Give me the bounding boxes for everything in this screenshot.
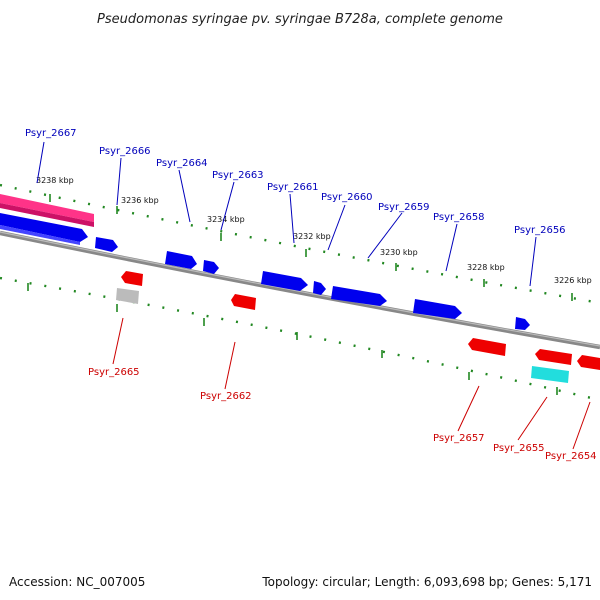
reverse-gene[interactable] — [121, 271, 143, 286]
reverse-gene[interactable] — [468, 338, 506, 356]
label-leader — [116, 157, 122, 206]
reverse-gene[interactable] — [231, 294, 256, 310]
gene-label-psyr-2657[interactable]: Psyr_2657 — [433, 433, 485, 444]
gene-label-psyr-2666[interactable]: Psyr_2666 — [99, 146, 151, 157]
forward-gene[interactable] — [261, 271, 308, 291]
ruler-label: 3236 kbp — [121, 196, 159, 205]
gene-label-psyr-2663[interactable]: Psyr_2663 — [212, 170, 264, 181]
label-leader — [178, 169, 191, 223]
gene-label-psyr-2655[interactable]: Psyr_2655 — [493, 443, 545, 454]
reverse-gene[interactable] — [577, 355, 600, 370]
label-leader — [327, 204, 346, 251]
label-leader — [224, 341, 236, 390]
inner-ruler — [0, 276, 600, 402]
accession-text: Accession: NC_007005 — [9, 575, 145, 589]
gene-label-psyr-2664[interactable]: Psyr_2664 — [156, 158, 208, 169]
forward-gene[interactable] — [331, 286, 387, 306]
forward-gene-track — [0, 213, 530, 330]
label-leader — [457, 385, 480, 432]
ruler-label: 3238 kbp — [36, 176, 74, 185]
label-leader — [445, 223, 458, 272]
genome-summary-text: Topology: circular; Length: 6,093,698 bp… — [261, 575, 592, 589]
gene-label-psyr-2654[interactable]: Psyr_2654 — [545, 451, 597, 462]
ruler-label: 3230 kbp — [380, 248, 418, 257]
outer-ruler — [0, 183, 600, 305]
genome-backbone — [0, 230, 600, 350]
forward-gene[interactable] — [0, 213, 88, 245]
label-leader — [36, 141, 45, 184]
reverse-gene-labels: Psyr_2665 Psyr_2662 Psyr_2657 Psyr_2655 … — [88, 317, 597, 462]
forward-gene[interactable] — [165, 251, 197, 269]
ruler-label: 3232 kbp — [293, 232, 331, 241]
gene-label-psyr-2659[interactable]: Psyr_2659 — [378, 202, 430, 213]
forward-gene[interactable] — [313, 281, 326, 295]
label-leader — [289, 193, 295, 244]
gene-label-psyr-2665[interactable]: Psyr_2665 — [88, 367, 140, 378]
forward-gene-labels: Psyr_2667 Psyr_2666 Psyr_2664 Psyr_2663 … — [25, 128, 566, 287]
gene-label-psyr-2658[interactable]: Psyr_2658 — [433, 212, 485, 223]
ruler-label: 3228 kbp — [467, 263, 505, 272]
map-title: Pseudomonas syringae pv. syringae B728a,… — [97, 12, 503, 27]
reverse-gene-track — [121, 271, 600, 370]
forward-gene[interactable] — [413, 299, 462, 319]
gene-label-psyr-2667[interactable]: Psyr_2667 — [25, 128, 77, 139]
label-leader — [572, 401, 591, 450]
forward-gene[interactable] — [515, 317, 530, 330]
label-leader — [367, 212, 403, 259]
gene-label-psyr-2660[interactable]: Psyr_2660 — [321, 192, 373, 203]
gene-label-psyr-2656[interactable]: Psyr_2656 — [514, 225, 566, 236]
highlight-gene[interactable] — [0, 194, 94, 227]
forward-gene[interactable] — [203, 260, 219, 274]
genome-backbone-highlight — [0, 231, 600, 347]
ruler-label: 3234 kbp — [207, 215, 245, 224]
label-leader — [529, 236, 537, 287]
label-leader — [220, 181, 235, 231]
forward-gene[interactable] — [95, 237, 118, 252]
gene-label-psyr-2662[interactable]: Psyr_2662 — [200, 391, 252, 402]
rna-gene[interactable] — [531, 366, 569, 383]
label-leader — [517, 396, 548, 441]
gene-label-psyr-2661[interactable]: Psyr_2661 — [267, 182, 319, 193]
pseudo-gene[interactable] — [116, 288, 139, 304]
reverse-gene[interactable] — [535, 349, 572, 365]
label-leader — [112, 317, 124, 365]
ruler-label: 3226 kbp — [554, 276, 592, 285]
